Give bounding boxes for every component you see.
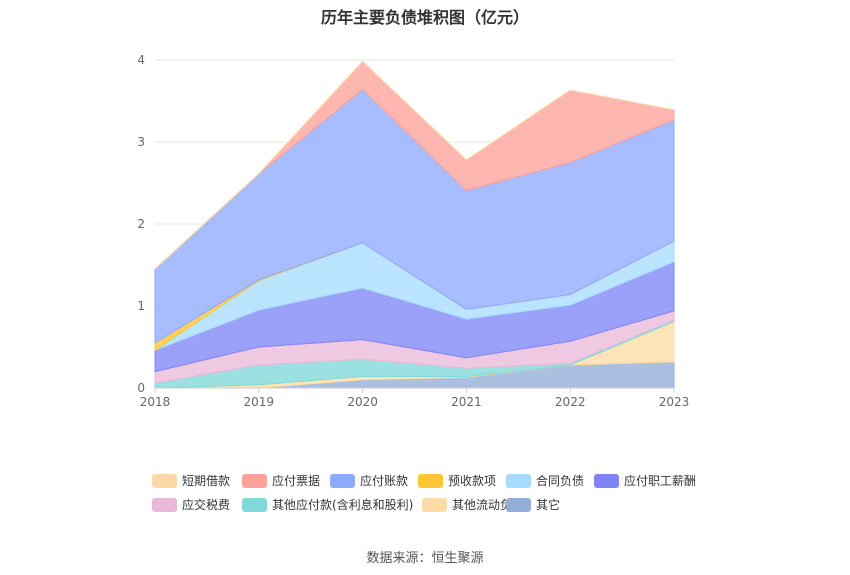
legend-item[interactable]: 应付职工薪酬 xyxy=(594,474,696,488)
x-tick-label: 2022 xyxy=(555,395,586,409)
area-series xyxy=(154,60,675,389)
axes: 0 1 2 3 4 2018 2019 2020 2021 2022 2023 xyxy=(137,53,689,409)
y-tick-label: 3 xyxy=(137,135,145,149)
y-tick-label: 4 xyxy=(137,53,145,67)
y-tick-label: 1 xyxy=(137,299,145,313)
x-tick-label: 2018 xyxy=(140,395,171,409)
data-source: 数据来源：恒生聚源 xyxy=(366,551,484,566)
chart-title: 历年主要负债堆积图（亿元） xyxy=(320,8,529,27)
x-tick-label: 2023 xyxy=(659,395,690,409)
legend-swatch xyxy=(422,498,447,512)
legend-item[interactable]: 短期借款 xyxy=(152,474,230,488)
x-tick-label: 2020 xyxy=(347,395,378,409)
legend-swatch xyxy=(330,474,355,488)
legend-swatch xyxy=(594,474,619,488)
legend-label: 应付职工薪酬 xyxy=(624,474,697,488)
legend-item[interactable]: 预收款项 xyxy=(418,474,496,488)
legend-label: 其它 xyxy=(536,498,561,512)
legend-swatch xyxy=(242,474,267,488)
legend-item[interactable]: 应交税费 xyxy=(152,498,230,512)
legend-label: 短期借款 xyxy=(182,474,231,488)
legend-swatch xyxy=(242,498,267,512)
legend-label: 应付票据 xyxy=(272,474,321,488)
legend-swatch xyxy=(506,498,531,512)
legend-swatch xyxy=(152,474,177,488)
area-series-1 xyxy=(154,60,675,270)
y-tick-label: 2 xyxy=(137,217,145,231)
legend-item[interactable]: 其他应付款(含利息和股利) xyxy=(242,498,413,512)
legend-item[interactable]: 合同负债 xyxy=(506,474,584,488)
legend-label: 应交税费 xyxy=(182,498,231,512)
legend-label: 其他应付款(含利息和股利) xyxy=(272,498,414,512)
legend-swatch xyxy=(506,474,531,488)
legend-swatch xyxy=(418,474,443,488)
legend-swatch xyxy=(152,498,177,512)
legend-item[interactable]: 应付票据 xyxy=(242,474,320,488)
x-tick-label: 2019 xyxy=(244,395,275,409)
x-tick-label: 2021 xyxy=(451,395,482,409)
legend-label: 合同负债 xyxy=(536,474,585,488)
legend-label: 预收款项 xyxy=(448,474,497,488)
legend-item[interactable]: 应付账款 xyxy=(330,474,408,488)
legend-item[interactable]: 其它 xyxy=(506,498,560,512)
y-tick-label: 0 xyxy=(137,381,145,395)
legend-label: 应付账款 xyxy=(360,474,409,488)
